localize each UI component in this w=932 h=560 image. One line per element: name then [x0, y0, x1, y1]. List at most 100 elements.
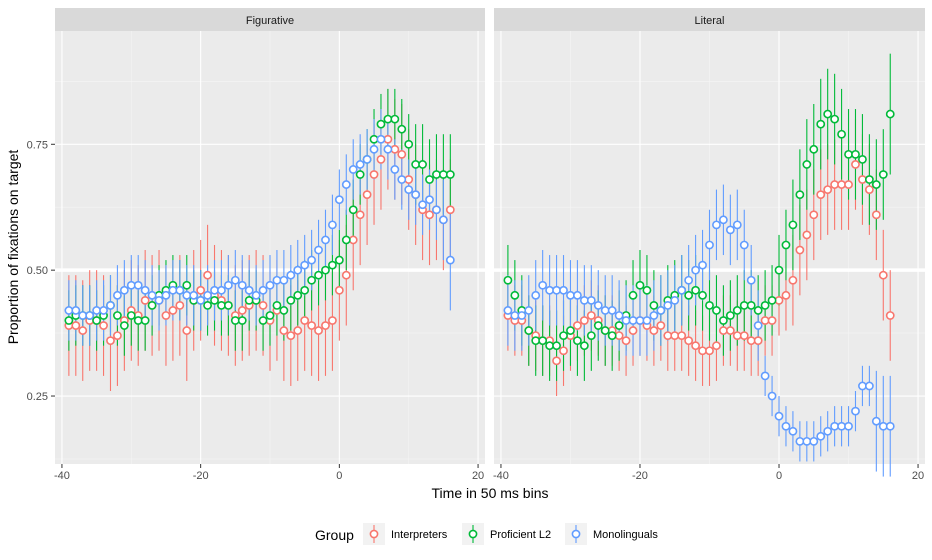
data-point — [586, 295, 596, 305]
legend: Group Interpreters Proficient L2 Monolingu… — [315, 523, 658, 545]
data-point — [684, 336, 694, 346]
legend-label: Proficient L2 — [490, 529, 551, 541]
data-point — [823, 185, 833, 194]
data-point — [566, 326, 575, 335]
data-point — [258, 285, 268, 295]
data-point — [314, 245, 323, 255]
data-point — [328, 260, 337, 270]
data-point — [545, 341, 555, 351]
x-axis-title: Time in 50 ms bins — [432, 485, 549, 501]
data-point — [432, 205, 441, 215]
data-point — [126, 280, 136, 290]
data-point — [147, 301, 157, 310]
data-point — [816, 119, 826, 129]
legend-label: Interpreters — [391, 529, 448, 541]
data-point — [531, 290, 541, 300]
data-point — [140, 316, 150, 325]
data-point — [286, 295, 296, 305]
data-point — [279, 275, 289, 285]
data-point — [99, 321, 108, 330]
data-point — [376, 154, 386, 164]
data-point — [851, 160, 860, 169]
data-point — [279, 306, 289, 315]
data-point — [719, 316, 728, 325]
data-point — [531, 336, 541, 346]
data-point — [196, 295, 206, 305]
data-point — [140, 295, 150, 305]
legend-key-point — [571, 529, 581, 539]
data-point — [725, 326, 735, 335]
data-point — [600, 306, 610, 315]
data-point — [362, 154, 372, 164]
x-tick-label: 0 — [776, 470, 782, 482]
data-point — [376, 134, 386, 144]
data-point — [355, 210, 365, 220]
data-point — [788, 275, 798, 285]
data-point — [369, 134, 379, 144]
data-point — [341, 235, 351, 245]
data-point — [279, 326, 289, 335]
data-point — [390, 114, 400, 124]
data-point — [328, 316, 337, 325]
data-point — [538, 280, 548, 290]
data-point — [656, 306, 666, 315]
data-point — [871, 416, 881, 426]
data-point — [712, 341, 721, 351]
data-point — [642, 316, 652, 325]
data-point — [830, 421, 840, 431]
strip-label-literal: Literal — [695, 15, 725, 27]
data-point — [126, 311, 136, 320]
data-point — [119, 285, 129, 295]
data-point — [503, 306, 513, 315]
legend-keys: Interpreters Proficient L2 Monolinguals — [363, 523, 658, 545]
data-point — [92, 316, 102, 325]
data-point — [272, 301, 282, 310]
data-point — [390, 144, 400, 154]
data-point — [223, 301, 233, 310]
data-point — [600, 326, 610, 335]
data-point — [635, 280, 645, 290]
data-point — [217, 301, 226, 310]
data-point — [677, 285, 687, 295]
data-point — [445, 255, 455, 265]
data-point — [774, 411, 784, 421]
data-point — [719, 326, 728, 335]
data-marks — [64, 53, 895, 477]
data-point — [369, 144, 379, 154]
data-point — [307, 255, 317, 265]
data-point — [573, 290, 582, 300]
data-point — [71, 306, 81, 315]
data-point — [760, 316, 770, 325]
data-point — [438, 170, 448, 179]
data-point — [404, 175, 414, 184]
legend-key-point — [468, 529, 478, 539]
data-point — [133, 316, 143, 325]
data-point — [92, 306, 102, 315]
data-point — [656, 321, 666, 330]
data-point — [355, 160, 365, 169]
data-point — [802, 436, 812, 446]
data-point — [691, 341, 700, 351]
data-point — [830, 114, 840, 124]
data-point — [559, 285, 568, 295]
data-point — [830, 180, 840, 189]
data-point — [300, 316, 310, 325]
data-point — [355, 170, 365, 179]
data-point — [328, 220, 337, 230]
data-point — [411, 190, 421, 200]
data-point — [517, 311, 527, 320]
data-point — [286, 270, 296, 280]
data-point — [210, 285, 219, 295]
data-point — [885, 311, 895, 320]
data-point — [404, 185, 414, 194]
data-point — [348, 205, 358, 215]
data-point — [321, 321, 330, 330]
data-point — [885, 109, 895, 119]
data-point — [802, 160, 812, 169]
data-point — [545, 285, 555, 295]
data-point — [223, 280, 233, 290]
x-tick-label: -20 — [632, 470, 648, 482]
data-point — [844, 421, 853, 431]
data-point — [795, 245, 805, 255]
data-point — [705, 346, 714, 356]
